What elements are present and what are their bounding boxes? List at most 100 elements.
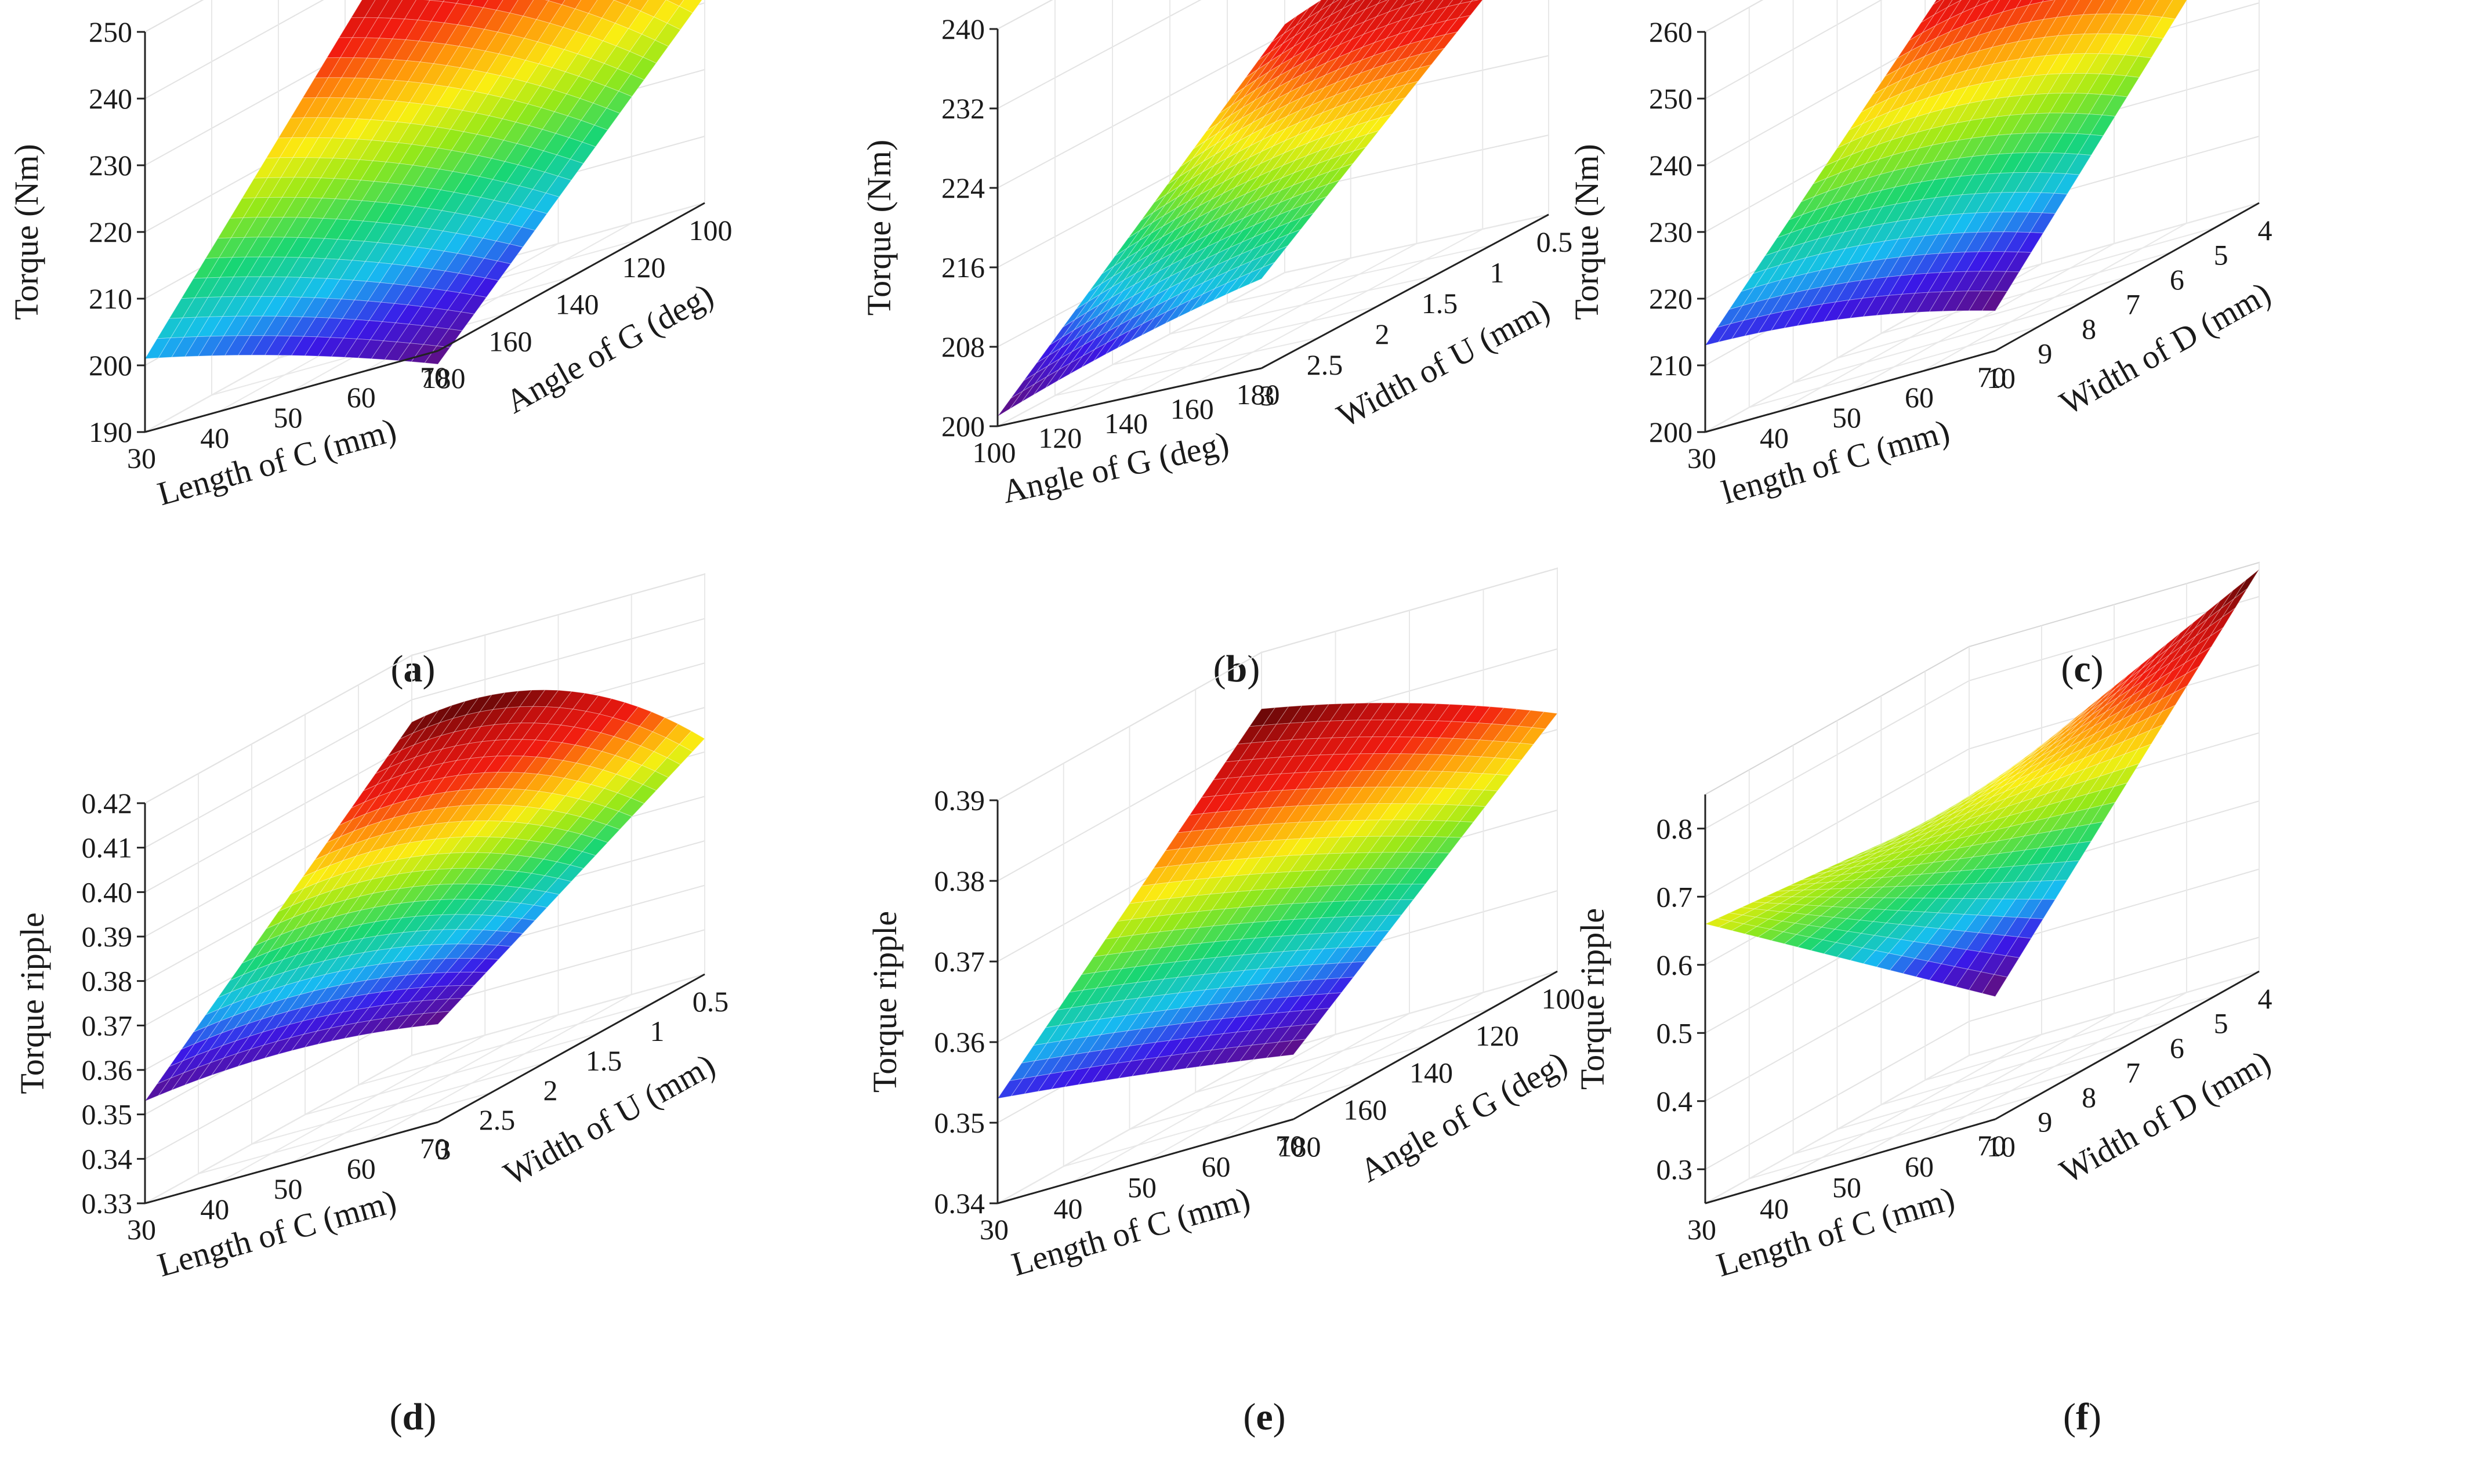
- chart-z-tick-label: 0.34: [82, 1142, 133, 1175]
- chart-x-tick-label: 60: [1905, 1150, 1934, 1182]
- chart-y-tick-label: 9: [2038, 338, 2052, 370]
- chart-y-tick-label: 8: [2082, 1081, 2096, 1113]
- chart-x-tick-label: 60: [1905, 381, 1934, 413]
- chart-z-tick-label: 230: [89, 149, 132, 182]
- chart-x-tick-label: 160: [1170, 393, 1214, 425]
- chart-z-tick-label: 0.36: [82, 1054, 133, 1086]
- chart-z-tick-label: 0.39: [82, 920, 133, 953]
- chart-y-tick-label: 4: [2258, 214, 2272, 246]
- chart-z-tick-label: 200: [89, 349, 132, 382]
- panel-label-c: (c): [2061, 648, 2103, 690]
- chart-x-tick-label: 40: [1760, 1192, 1789, 1225]
- chart-y-axis-label: Width of D (mm): [2053, 1043, 2277, 1191]
- chart-panel-e: 0.340.350.360.370.380.393040506070180160…: [866, 568, 1585, 1438]
- chart-panel-c: 200210220230240250260304050607010987654l…: [1568, 0, 2277, 690]
- chart-y-tick-label: 0.5: [693, 985, 729, 1018]
- chart-y-axis-label: Angle of G (deg): [499, 276, 719, 421]
- chart-y-tick-label: 9: [2038, 1106, 2052, 1138]
- chart-y-axis-label: Width of D (mm): [2053, 274, 2277, 422]
- chart-y-tick-label: 160: [489, 325, 532, 357]
- chart-y-tick-label: 5: [2214, 239, 2228, 271]
- chart-x-tick-label: 60: [1202, 1150, 1231, 1182]
- chart-z-axis-label: Torque ripple: [1574, 908, 1611, 1090]
- chart-x-tick-label: 30: [127, 1213, 156, 1246]
- chart-y-tick-label: 6: [2170, 263, 2184, 296]
- chart-panel-d: 0.330.340.350.360.370.380.390.400.410.42…: [13, 574, 728, 1438]
- chart-y-tick-label: 5: [2214, 1007, 2228, 1040]
- chart-y-tick-label: 140: [1409, 1057, 1453, 1089]
- chart-y-tick-label: 140: [556, 288, 599, 321]
- chart-z-tick-label: 0.41: [82, 832, 133, 864]
- chart-y-tick-label: 2: [1375, 318, 1390, 350]
- chart-panel-a: 1902002102202302402503040506070180160140…: [8, 0, 733, 690]
- chart-z-tick-label: 216: [941, 251, 985, 284]
- chart-z-tick-label: 240: [941, 13, 985, 45]
- chart-x-tick-label: 30: [1687, 1213, 1716, 1246]
- chart-x-tick-label: 140: [1104, 407, 1148, 440]
- chart-z-axis-label: Torque (Nm): [8, 144, 45, 320]
- chart-y-tick-label: 6: [2170, 1032, 2184, 1064]
- panel-label-a: (a): [391, 648, 436, 690]
- chart-z-tick-label: 240: [89, 82, 132, 115]
- chart-y-tick-label: 180: [1278, 1130, 1321, 1163]
- chart-y-tick-label: 10: [1987, 362, 2016, 394]
- chart-z-tick-label: 0.37: [934, 945, 985, 978]
- chart-z-tick-label: 0.4: [1657, 1085, 1693, 1117]
- chart-x-tick-label: 40: [200, 422, 229, 454]
- chart-panel-f: 0.30.40.50.60.70.8304050607010987654Leng…: [1574, 563, 2277, 1438]
- chart-z-tick-label: 250: [89, 16, 132, 48]
- chart-z-tick-label: 0.7: [1657, 880, 1693, 913]
- chart-z-tick-label: 0.34: [934, 1187, 985, 1220]
- chart-y-tick-label: 2.5: [1307, 349, 1343, 381]
- chart-z-tick-label: 0.3: [1657, 1153, 1693, 1185]
- chart-y-tick-label: 160: [1343, 1093, 1387, 1126]
- panel-label-d: (d): [390, 1396, 437, 1438]
- chart-x-tick-label: 60: [347, 1152, 376, 1185]
- chart-y-tick-label: 3: [1260, 379, 1275, 412]
- chart-z-axis-label: Torque (Nm): [1568, 144, 1605, 320]
- chart-y-tick-label: 2: [543, 1074, 558, 1106]
- chart-z-tick-label: 200: [1649, 416, 1692, 448]
- chart-z-tick-label: 0.8: [1657, 812, 1693, 845]
- chart-z-tick-label: 224: [941, 172, 985, 204]
- chart-z-axis-label: Torque ripple: [866, 911, 904, 1093]
- chart-z-tick-label: 0.42: [82, 787, 133, 819]
- panel-label-f: (f): [2063, 1396, 2101, 1438]
- chart-y-tick-label: 10: [1987, 1130, 2016, 1163]
- chart-x-tick-label: 120: [1038, 422, 1082, 454]
- chart-z-tick-label: 230: [1649, 216, 1692, 248]
- chart-x-tick-label: 40: [1054, 1192, 1083, 1225]
- chart-x-tick-label: 100: [973, 436, 1016, 469]
- chart-z-axis-label: Torque ripple: [13, 912, 51, 1094]
- chart-x-tick-label: 30: [1687, 442, 1716, 474]
- chart-x-tick-label: 30: [980, 1213, 1009, 1246]
- chart-y-tick-label: 2.5: [479, 1104, 516, 1136]
- chart-z-tick-label: 0.35: [934, 1106, 985, 1139]
- chart-x-tick-label: 60: [347, 381, 376, 413]
- chart-z-tick-label: 210: [89, 282, 132, 315]
- chart-y-tick-label: 8: [2082, 313, 2096, 345]
- chart-z-tick-label: 240: [1649, 149, 1692, 182]
- chart-x-tick-label: 50: [274, 401, 303, 434]
- chart-z-tick-label: 0.33: [82, 1187, 133, 1220]
- chart-y-tick-label: 180: [422, 362, 466, 394]
- chart-z-tick-label: 0.36: [934, 1026, 985, 1058]
- chart-x-tick-label: 30: [127, 442, 156, 474]
- chart-y-tick-label: 120: [622, 251, 666, 284]
- chart-z-tick-label: 210: [1649, 349, 1692, 382]
- chart-z-tick-label: 250: [1649, 82, 1692, 115]
- chart-x-tick-label: 40: [1760, 422, 1789, 454]
- chart-z-tick-label: 220: [89, 216, 132, 248]
- chart-y-tick-label: 7: [2126, 1057, 2140, 1089]
- panel-label-b: (b): [1213, 648, 1260, 690]
- chart-z-axis-label: Torque (Nm): [860, 140, 898, 316]
- chart-x-tick-label: 50: [274, 1173, 303, 1205]
- chart-y-tick-label: 100: [689, 214, 733, 246]
- chart-z-tick-label: 0.38: [934, 865, 985, 897]
- chart-z-tick-label: 260: [1649, 16, 1692, 48]
- chart-z-tick-label: 0.37: [82, 1009, 133, 1042]
- chart-z-tick-label: 0.35: [82, 1098, 133, 1131]
- chart-z-tick-label: 0.38: [82, 965, 133, 997]
- chart-x-tick-label: 50: [1832, 401, 1861, 434]
